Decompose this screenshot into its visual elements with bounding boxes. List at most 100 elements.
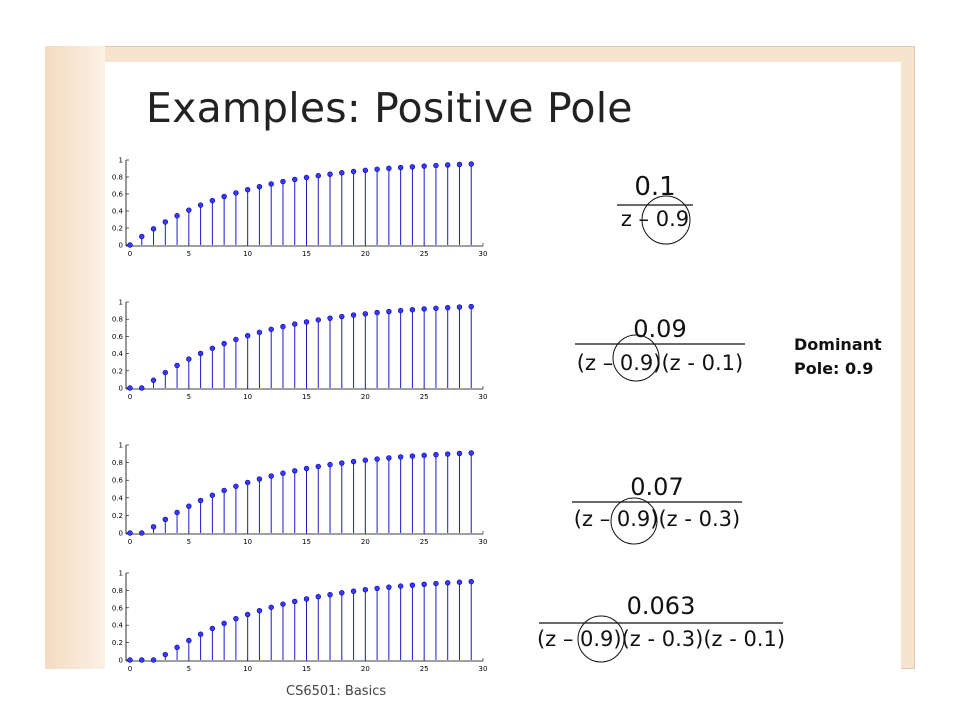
y-tick-label: 0.6 — [112, 191, 124, 199]
x-tick-label: 15 — [302, 538, 311, 546]
stem-marker — [162, 516, 169, 523]
stem-marker — [197, 350, 204, 357]
x-tick-label: 0 — [128, 393, 132, 401]
stem-marker — [350, 458, 357, 465]
stem-marker — [197, 202, 204, 208]
stem-marker — [162, 651, 169, 658]
pole-highlight-circle — [577, 615, 625, 663]
stem-marker — [280, 323, 286, 330]
stem-marker — [127, 657, 133, 663]
stem-marker — [139, 385, 145, 391]
stem-marker — [244, 333, 251, 339]
stem-marker — [421, 581, 427, 588]
y-tick-label: 0.8 — [112, 587, 123, 595]
stem-marker — [150, 226, 157, 232]
x-tick-label: 25 — [420, 665, 429, 673]
y-tick-label: 0.2 — [112, 225, 123, 233]
stem-marker — [292, 321, 298, 327]
x-tick-label: 5 — [187, 393, 191, 401]
y-tick-label: 0.6 — [112, 477, 124, 485]
stem-marker — [315, 317, 321, 323]
stem-marker — [233, 615, 239, 622]
stem-plot-3: 00.20.40.60.810 5 10 15 20 25 30 — [112, 442, 488, 547]
stem-marker — [339, 170, 345, 176]
stem-marker — [127, 385, 133, 391]
x-tick-label: 0 — [128, 538, 132, 546]
stem-marker — [350, 168, 357, 175]
tf-denominator: z – 0.9 — [621, 207, 689, 231]
annotation-line-2: Pole: 0.9 — [794, 359, 874, 378]
tf-numerator: 0.063 — [627, 592, 696, 620]
stem-marker — [292, 468, 298, 474]
y-tick-label: 0.6 — [112, 333, 124, 341]
stem-marker — [362, 457, 369, 463]
y-tick-label: 0.2 — [112, 367, 123, 375]
stem-marker — [139, 233, 145, 240]
stem-marker — [150, 657, 157, 663]
pole-highlight-circle — [641, 195, 691, 245]
stem-marker — [209, 492, 216, 498]
stem-marker — [397, 307, 404, 314]
x-tick-label: 5 — [187, 665, 191, 673]
y-tick-label: 0.6 — [112, 604, 124, 612]
stem-marker — [421, 163, 427, 169]
stem-marker — [445, 304, 451, 311]
stem-marker — [327, 591, 333, 598]
x-tick-label: 25 — [420, 393, 429, 401]
stem-marker — [186, 356, 192, 362]
y-tick-label: 0.4 — [112, 350, 124, 358]
stem-marker — [233, 336, 239, 343]
slide-footer: CS6501: Basics — [286, 684, 387, 699]
stem-marker — [174, 213, 180, 219]
y-tick-label: 0 — [119, 242, 123, 250]
y-tick-label: 1 — [119, 299, 123, 307]
x-tick-label: 10 — [243, 393, 252, 401]
y-tick-label: 0.8 — [112, 316, 123, 324]
y-tick-label: 0 — [119, 530, 123, 538]
stem-marker — [362, 167, 369, 174]
stem-plot-2: 00.20.40.60.810 5 10 15 20 25 30 — [112, 299, 488, 402]
stem-marker — [421, 452, 427, 459]
x-tick-label: 10 — [243, 665, 252, 673]
stem-plot-4: 00.20.40.60.810 5 10 15 20 25 30 — [112, 570, 488, 674]
stem-marker — [244, 611, 251, 618]
tf-denominator: (z – 0.9)(z - 0.3)(z - 0.1) — [537, 627, 785, 651]
stem-marker — [221, 620, 227, 627]
x-tick-label: 20 — [361, 393, 370, 401]
x-tick-label: 5 — [187, 538, 191, 546]
stem-marker — [127, 242, 133, 248]
transfer-function-1: 0.1 z – 0.9 — [617, 172, 693, 245]
stem-marker — [256, 329, 263, 336]
stem-marker — [409, 582, 416, 588]
stem-marker — [445, 580, 451, 586]
stem-marker — [303, 596, 310, 602]
transfer-function-3: 0.07(z – 0.9)(z - 0.3) — [572, 473, 742, 545]
stem-marker — [221, 487, 227, 494]
stem-marker — [186, 503, 192, 509]
stem-marker — [221, 193, 227, 200]
y-tick-label: 1 — [119, 570, 123, 578]
tf-denominator: (z – 0.9)(z - 0.1) — [577, 351, 743, 375]
tf-numerator: 0.07 — [630, 473, 683, 501]
y-tick-label: 0 — [119, 385, 123, 393]
stem-marker — [374, 456, 380, 462]
stem-marker — [315, 173, 321, 179]
annotation-line-1: Dominant — [794, 335, 882, 354]
slide-content-area — [105, 62, 901, 669]
transfer-function-4: 0.063 (z – 0.9)(z - 0.3)(z - 0.1) — [537, 592, 785, 663]
stem-marker — [468, 578, 474, 585]
x-tick-label: 20 — [361, 250, 370, 258]
stem-marker — [456, 450, 463, 457]
stem-marker — [244, 479, 251, 486]
stem-marker — [409, 164, 416, 170]
stem-marker — [256, 476, 263, 482]
stem-marker — [150, 524, 157, 530]
pole-highlight-circle — [610, 497, 658, 545]
stem-marker — [327, 461, 333, 468]
stem-marker — [209, 197, 216, 204]
stem-marker — [339, 590, 345, 596]
stem-marker — [433, 305, 439, 311]
stem-marker — [256, 183, 263, 190]
stem-marker — [386, 165, 392, 172]
